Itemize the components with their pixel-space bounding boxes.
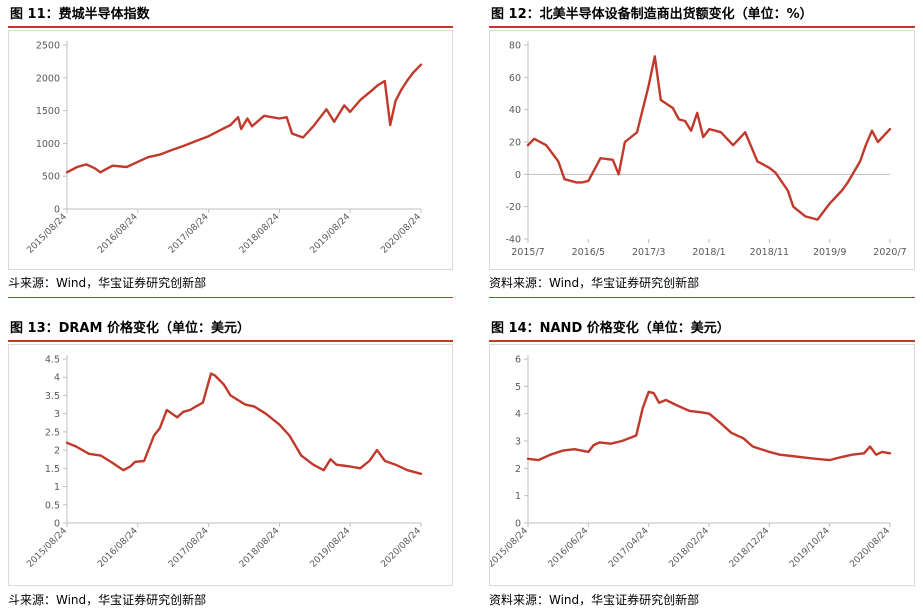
y-tick-label: 0.5 xyxy=(45,500,60,511)
chart-title: 图 11：费城半导体指数 xyxy=(10,7,150,22)
x-tick-label: 2016/5 xyxy=(572,247,605,258)
x-tick-label: 2018/12/24 xyxy=(728,526,772,570)
source-note: 斗来源：Wind，华宝证券研究创新部 xyxy=(8,276,207,290)
x-tick-label: 2018/02/24 xyxy=(667,526,711,570)
y-tick-label: 3.5 xyxy=(45,391,60,402)
y-tick-label: 1 xyxy=(515,491,521,502)
chart-svg: 0 1 2 3 4 5 6 2015/08/24 2016/06/24 2017/04/24 201… xyxy=(486,355,892,570)
y-tick-label: 4.5 xyxy=(45,355,60,366)
x-tick-label: 2017/3 xyxy=(632,247,665,258)
y-tick-label: -20 xyxy=(505,202,521,213)
x-tick-label: 2016/06/24 xyxy=(547,526,591,570)
title-rule xyxy=(489,26,915,28)
x-tick-label: 2020/7 xyxy=(873,247,906,258)
x-tick-label: 2015/08/24 xyxy=(490,526,530,570)
y-tick-label: 2500 xyxy=(36,41,60,52)
panel-fig11: 图 11：费城半导体指数 0 500 1000 1500 2000 2500 2015/08… xyxy=(8,0,453,300)
chart-title: 图 14：NAND 价格变化（单位：美元） xyxy=(491,321,730,336)
y-tick-label: 1.5 xyxy=(45,464,60,475)
title-rule xyxy=(8,340,453,342)
x-tick-label: 2018/1 xyxy=(692,247,725,258)
title-rule xyxy=(489,340,915,342)
y-tick-label: 4 xyxy=(54,373,60,384)
x-tick-label: 2016/08/24 xyxy=(96,212,140,256)
y-tick-label: 0 xyxy=(54,519,60,530)
bottom-rule xyxy=(489,297,915,298)
series-line xyxy=(65,63,423,174)
y-tick-label: 2 xyxy=(515,464,521,475)
y-tick-label: 2000 xyxy=(36,73,60,84)
y-tick-label: 6 xyxy=(515,355,521,366)
y-tick-label: 1 xyxy=(54,482,60,493)
y-tick-label: 1000 xyxy=(36,139,60,150)
x-tick-label: 2017/04/24 xyxy=(607,526,651,570)
series-line xyxy=(526,55,892,221)
y-tick-label: -40 xyxy=(505,235,521,246)
y-tick-label: 3 xyxy=(515,437,521,448)
y-tick-label: 5 xyxy=(515,382,521,393)
x-tick-label: 2020/08/24 xyxy=(379,526,423,570)
x-tick-label: 2015/7 xyxy=(511,247,544,258)
y-tick-label: 0 xyxy=(54,205,60,216)
series-line xyxy=(526,390,892,462)
y-tick-label: 40 xyxy=(509,105,521,116)
panel-fig14: 图 14：NAND 价格变化（单位：美元） 0 1 2 3 4 5 6 2015/08/24 2… xyxy=(486,318,915,612)
bottom-rule xyxy=(8,297,453,298)
x-tick-label: 2019/10/24 xyxy=(788,526,832,570)
series-line xyxy=(65,372,423,476)
title-rule xyxy=(8,26,453,28)
x-tick-label: 2015/08/24 xyxy=(25,212,69,256)
panel-fig12: 图 12：北美半导体设备制造商出货额变化（单位：%） -40 -20 0 20 40 60… xyxy=(489,0,915,300)
x-tick-label: 2016/08/24 xyxy=(96,526,140,570)
chart-title: 图 13：DRAM 价格变化（单位：美元） xyxy=(10,321,250,336)
chart-svg: 0 0.5 1 1.5 2 2.5 3 3.5 4 4.5 2015/08/24 2016/08/24… xyxy=(25,355,423,570)
x-tick-label: 2018/08/24 xyxy=(238,526,282,570)
x-tick-label: 2020/08/24 xyxy=(379,212,423,256)
y-tick-label: 2 xyxy=(54,446,60,457)
y-tick-label: 0 xyxy=(515,170,521,181)
x-tick-label: 2015/08/24 xyxy=(25,526,69,570)
source-note: 资料来源：Wind，华宝证券研究创新部 xyxy=(489,276,700,290)
y-tick-label: 20 xyxy=(509,138,521,149)
y-tick-label: 80 xyxy=(509,41,521,52)
x-tick-label: 2020/08/24 xyxy=(848,526,892,570)
chart-frame: 0 500 1000 1500 2000 2500 2015/08/24 2016/08/24… xyxy=(8,30,453,270)
x-tick-label: 2018/11 xyxy=(750,247,789,258)
x-tick-label: 2019/9 xyxy=(813,247,846,258)
y-tick-label: 2.5 xyxy=(45,427,60,438)
chart-frame: 0 1 2 3 4 5 6 2015/08/24 2016/06/24 2017/04/24 201… xyxy=(486,344,915,586)
x-tick-label: 2018/08/24 xyxy=(238,212,282,256)
x-tick-label: 2019/08/24 xyxy=(309,526,353,570)
chart-title: 图 12：北美半导体设备制造商出货额变化（单位：%） xyxy=(491,7,813,22)
y-tick-label: 1500 xyxy=(36,106,60,117)
y-tick-label: 0 xyxy=(515,519,521,530)
y-tick-label: 60 xyxy=(509,73,521,84)
source-note: 资料来源：Wind，华宝证券研究创新部 xyxy=(489,593,700,607)
panel-fig13: 图 13：DRAM 价格变化（单位：美元） 0 0.5 1 1.5 2 2.5 3 3.5 4 4… xyxy=(8,318,453,612)
y-tick-label: 4 xyxy=(515,409,521,420)
chart-svg: -40 -20 0 20 40 60 80 2015/7 2016/5 2017/3 2018/1 2… xyxy=(505,41,906,259)
chart-frame: -40 -20 0 20 40 60 80 2015/7 2016/5 2017/3 2018/1 2… xyxy=(489,30,915,270)
x-tick-label: 2019/08/24 xyxy=(309,212,353,256)
y-tick-label: 3 xyxy=(54,409,60,420)
x-tick-label: 2017/08/24 xyxy=(167,526,211,570)
y-tick-label: 500 xyxy=(42,172,60,183)
chart-frame: 0 0.5 1 1.5 2 2.5 3 3.5 4 4.5 2015/08/24 2016/08/24… xyxy=(8,344,453,586)
x-tick-label: 2017/08/24 xyxy=(167,212,211,256)
chart-svg: 0 500 1000 1500 2000 2500 2015/08/24 2016/08/24… xyxy=(25,41,423,256)
source-note: 斗来源：Wind，华宝证券研究创新部 xyxy=(8,593,207,607)
